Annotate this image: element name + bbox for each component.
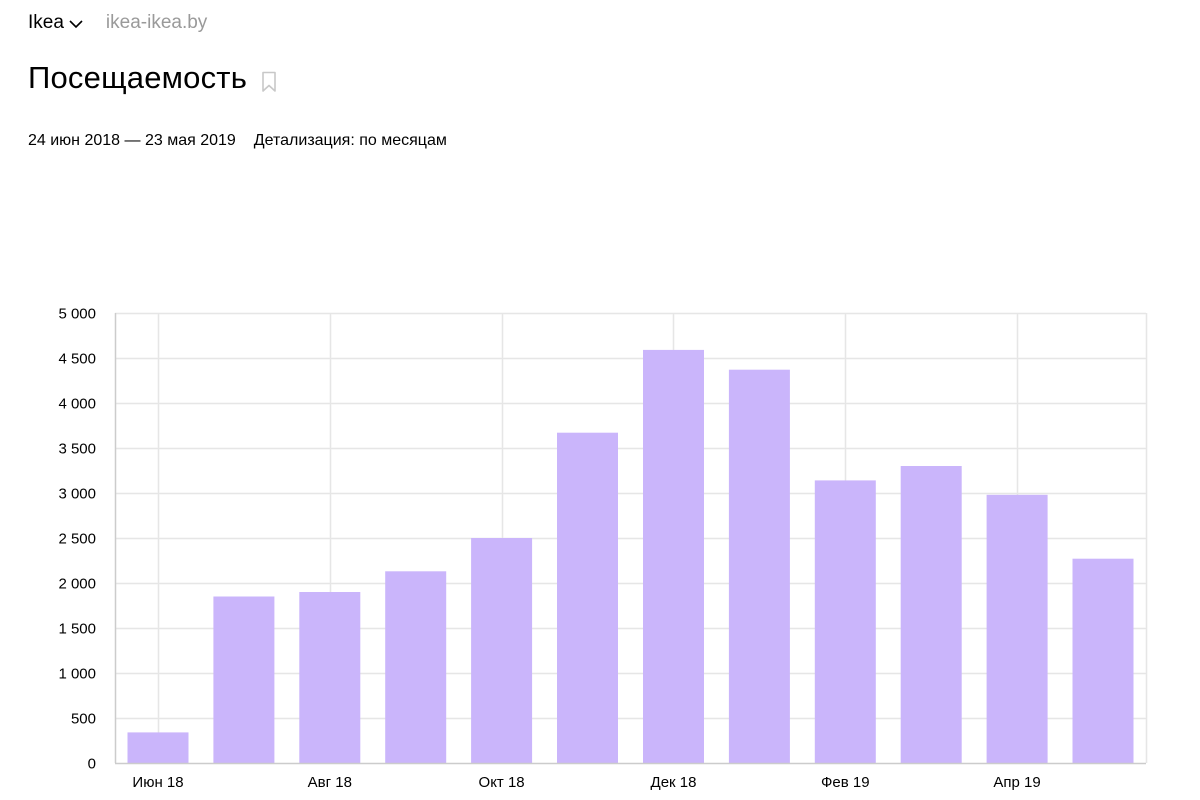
y-tick-label: 2 500 (58, 531, 96, 548)
y-tick-label: 4 500 (58, 351, 96, 368)
title-row: Посещаемость (28, 60, 277, 96)
bar-5[interactable] (557, 432, 618, 763)
period-selector[interactable]: 24 июн 2018 — 23 мая 2019 (28, 132, 236, 149)
y-tick-label: 0 (88, 756, 96, 773)
bar-9[interactable] (900, 466, 962, 763)
chart-axes (114, 313, 1146, 765)
y-tick-label: 5 000 (58, 306, 96, 323)
detail-selector[interactable]: Детализация: по месяцам (253, 132, 447, 149)
bar-6[interactable] (643, 349, 704, 763)
top-bar: Ikea ikea-ikea.by (28, 10, 207, 36)
bar-3[interactable] (385, 571, 447, 763)
bar-2[interactable] (299, 592, 361, 763)
x-tick-label: Фев 19 (821, 774, 870, 791)
y-tick-label: 3 000 (58, 486, 96, 503)
y-tick-label: 2 000 (58, 576, 96, 593)
x-axis-labels: Июн 18 Авг 18 Окт 18 Дек 18 Фев 19 Апр 19 (132, 774, 1040, 791)
report-params: 24 июн 2018 — 23 мая 2019 Детализация: п… (28, 132, 447, 150)
site-domain[interactable]: ikea-ikea.by (105, 12, 208, 33)
y-tick-label: 4 000 (58, 396, 96, 413)
bar-7[interactable] (728, 369, 790, 763)
page-title: Посещаемость (28, 60, 248, 95)
x-tick-label: Авг 18 (308, 774, 352, 791)
x-tick-label: Июн 18 (132, 774, 183, 791)
y-tick-label: 1 500 (58, 621, 96, 638)
counter-name: Ikea (28, 12, 64, 33)
bar-4[interactable] (471, 538, 533, 763)
bar-8[interactable] (814, 480, 876, 763)
bookmark-icon[interactable] (261, 71, 277, 93)
bar-0[interactable] (127, 732, 189, 763)
y-axis-labels: 0 500 1 000 1 500 2 000 2 500 3 000 3 500 4 000 4… (58, 306, 96, 773)
x-tick-label: Апр 19 (993, 774, 1040, 791)
counter-selector[interactable]: Ikea (28, 12, 84, 34)
bar-11[interactable] (1072, 558, 1134, 763)
x-tick-label: Дек 18 (651, 774, 697, 791)
x-tick-label: Окт 18 (479, 774, 525, 791)
chevron-down-icon (69, 20, 83, 29)
chart-bars (127, 349, 1134, 764)
y-tick-label: 3 500 (58, 441, 96, 458)
bar-1[interactable] (213, 596, 275, 764)
y-tick-label: 500 (71, 711, 96, 728)
y-tick-label: 1 000 (58, 666, 96, 683)
bar-10[interactable] (986, 494, 1048, 763)
